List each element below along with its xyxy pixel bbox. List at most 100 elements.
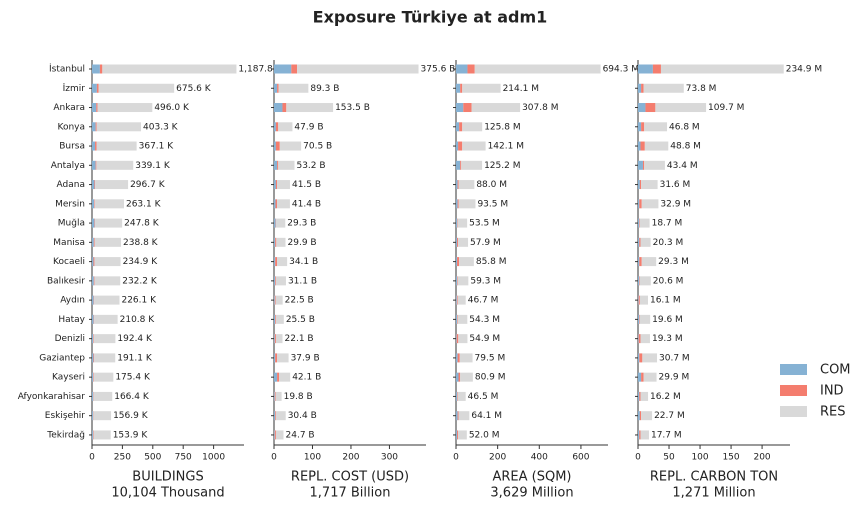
category-label: Kayseri — [52, 373, 85, 383]
total-label: 37.9 B — [291, 353, 320, 363]
x-axis-sublabel: 10,104 Thousand — [111, 486, 224, 501]
total-label: 153.5 B — [335, 103, 370, 113]
x-tick-label: 200 — [489, 453, 506, 463]
bar-segment — [642, 160, 645, 170]
total-label: 59.3 M — [470, 276, 501, 286]
bar-segment — [102, 64, 237, 74]
bar-segment — [456, 276, 458, 286]
bar-segment — [274, 314, 276, 324]
x-tick-label: 0 — [453, 453, 459, 463]
bar-segment — [274, 276, 276, 286]
category-label: Adana — [57, 180, 85, 190]
bar-segment — [638, 372, 642, 382]
bar-segment — [274, 295, 276, 305]
total-label: 156.9 K — [113, 411, 149, 421]
bar-segment — [275, 295, 283, 305]
bar-segment — [92, 314, 94, 324]
bar-segment — [458, 334, 468, 344]
bar-segment — [92, 430, 93, 440]
bar-segment — [275, 314, 284, 324]
bar-segment — [638, 257, 640, 267]
bar-segment — [638, 103, 646, 113]
bar-segment — [274, 334, 275, 344]
bar-segment — [457, 237, 459, 247]
bar-segment — [96, 160, 134, 170]
total-label: 79.5 M — [475, 353, 506, 363]
total-label: 42.1 B — [292, 373, 321, 383]
bar-segment — [275, 314, 276, 324]
total-label: 17.7 M — [651, 430, 682, 440]
bar-segment — [274, 237, 276, 247]
total-label: 496.0 K — [154, 103, 190, 113]
total-label: 53.5 M — [469, 219, 500, 229]
total-label: 31.1 B — [288, 276, 317, 286]
bar-segment — [274, 353, 276, 363]
bar-segment — [639, 430, 641, 440]
bar-segment — [456, 122, 460, 132]
bar-segment — [638, 334, 641, 344]
bar-segment — [274, 103, 283, 113]
bar-segment — [462, 83, 501, 93]
bar-segment — [93, 372, 114, 382]
bar-segment — [462, 141, 486, 151]
total-label: 57.9 M — [470, 238, 501, 248]
bar-segment — [92, 160, 96, 170]
total-label: 1,187.8 K — [238, 65, 282, 75]
bar-segment — [456, 334, 457, 344]
bar-segment — [274, 430, 276, 440]
bar-segment — [458, 141, 463, 151]
category-label: Kocaeli — [53, 257, 85, 267]
bar-segment — [92, 122, 96, 132]
bar-segment — [274, 83, 278, 93]
bar-segment — [660, 64, 784, 74]
bar-segment — [639, 314, 651, 324]
total-label: 16.2 M — [650, 392, 681, 402]
total-label: 41.4 B — [292, 199, 321, 209]
total-label: 47.9 B — [294, 122, 323, 132]
category-label: Afyonkarahisar — [18, 392, 86, 402]
bar-segment — [458, 199, 476, 209]
category-label: Gaziantep — [39, 353, 85, 363]
bar-segment — [93, 430, 111, 440]
bar-segment — [639, 257, 642, 267]
x-axis-sublabel: 1,717 Billion — [310, 486, 391, 501]
bar-segment — [94, 218, 123, 228]
total-label: 25.5 B — [286, 315, 315, 325]
total-label: 19.6 M — [652, 315, 683, 325]
legend-label: RES — [820, 405, 846, 420]
total-label: 54.3 M — [469, 315, 500, 325]
bar-segment — [94, 295, 120, 305]
bar-segment — [274, 257, 276, 267]
bar-segment — [638, 237, 640, 247]
total-label: 29.3 M — [658, 257, 689, 267]
bar-segment — [277, 83, 279, 93]
x-axis-label: REPL. CARBON TON — [650, 470, 778, 485]
bar-segment — [457, 276, 469, 286]
bar-segment — [297, 64, 419, 74]
bar-segment — [639, 314, 640, 324]
bar-segment — [456, 64, 468, 74]
bar-segment — [643, 372, 657, 382]
bar-segment — [460, 160, 462, 170]
bar-segment — [92, 334, 94, 344]
total-label: 88.0 M — [476, 180, 507, 190]
bar-segment — [456, 372, 459, 382]
bar-segment — [457, 180, 459, 190]
bar-segment — [93, 391, 113, 401]
bar-segment — [456, 199, 458, 209]
total-label: 234.9 K — [123, 257, 159, 267]
figure-title: Exposure Türkiye at adm1 — [313, 8, 548, 27]
bar-segment — [457, 218, 468, 228]
bar-segment — [92, 180, 95, 190]
category-label: Muğla — [58, 219, 85, 229]
x-tick-label: 100 — [304, 453, 321, 463]
total-label: 175.4 K — [115, 373, 151, 383]
bar-segment — [278, 122, 293, 132]
total-label: 238.8 K — [123, 238, 159, 248]
bar-segment — [275, 411, 286, 421]
x-tick-label: 300 — [381, 453, 398, 463]
bar-segment — [96, 103, 98, 113]
bar-segment — [98, 83, 175, 93]
bar-segment — [92, 237, 94, 247]
total-label: 54.9 M — [469, 334, 500, 344]
